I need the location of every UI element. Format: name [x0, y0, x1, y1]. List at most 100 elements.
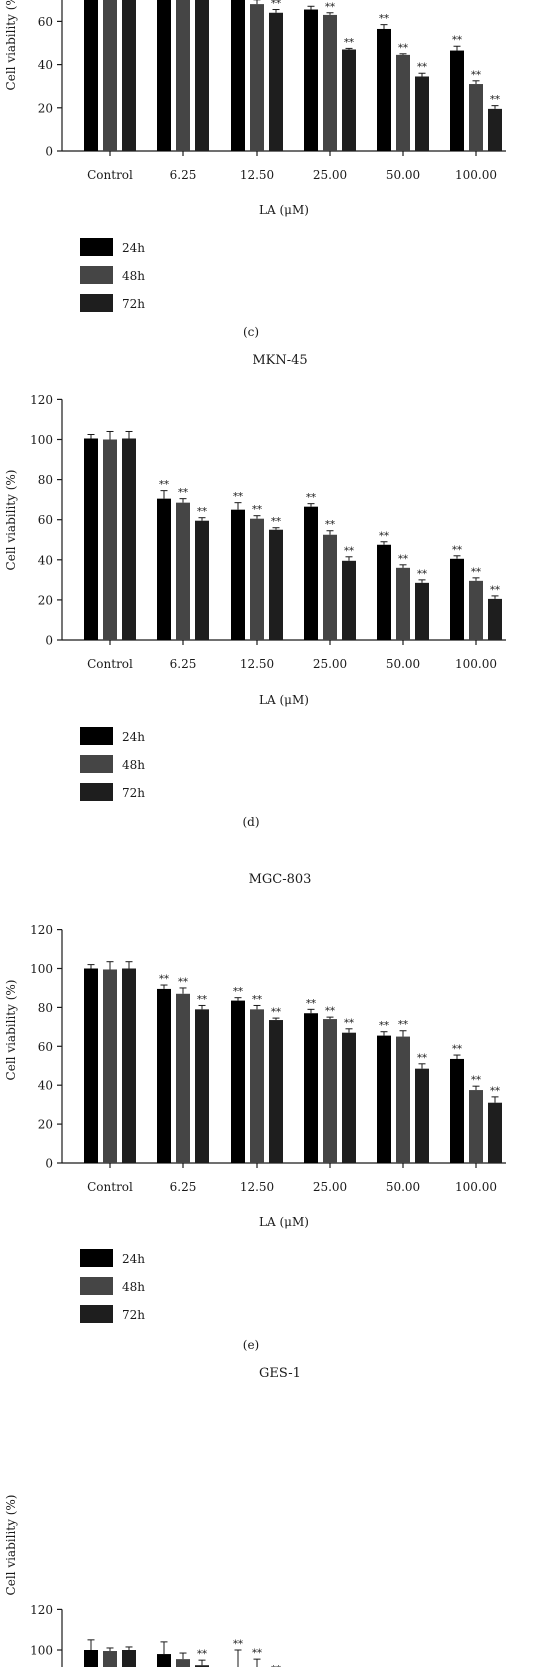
bar-24h-50.00	[377, 1035, 391, 1163]
panel-label: (e)	[243, 1338, 259, 1352]
y-tick-label: 40	[38, 1079, 53, 1093]
y-tick-label: 100	[30, 962, 53, 976]
bar-48h-12.50	[250, 4, 264, 152]
bar-48h-12.50	[250, 518, 264, 640]
y-tick-label: 100	[30, 433, 53, 447]
x-tick-label: 100.00	[455, 657, 497, 671]
bar-72h-100.00	[488, 108, 502, 151]
chart-panel-3: MGC-803 0 20 40 60 80 100 120 Cell viability (%)…	[4, 872, 506, 1352]
significance-mark: **	[344, 546, 354, 557]
significance-mark: **	[306, 493, 316, 504]
y-tick-label: 20	[38, 593, 53, 607]
x-tick-label: 50.00	[386, 657, 420, 671]
significance-mark: **	[417, 569, 427, 580]
bar-72h-50.00	[415, 582, 429, 640]
legend-label: 72h	[122, 786, 145, 800]
x-axis-label: LA (μM)	[259, 203, 309, 217]
bar-48h-Control	[103, 0, 117, 151]
x-tick-label: 12.50	[240, 1180, 274, 1194]
legend-swatch-72h	[80, 1305, 113, 1323]
bar-48h-50.00	[396, 1036, 410, 1163]
bar-24h-25.00	[304, 1013, 318, 1163]
bar-72h-6.25	[195, 1009, 209, 1163]
y-tick-label: 120	[30, 1603, 53, 1617]
significance-mark: **	[197, 507, 207, 518]
bar-48h-Control	[103, 969, 117, 1163]
bar-48h-Control	[103, 439, 117, 640]
significance-mark: **	[271, 0, 281, 10]
significance-mark: **	[471, 70, 481, 81]
legend-label: 24h	[122, 241, 145, 255]
bar-72h-50.00	[415, 76, 429, 151]
bar-48h-50.00	[396, 567, 410, 640]
x-tick-label: 6.25	[170, 168, 197, 182]
y-tick-label: 0	[45, 634, 53, 648]
y-tick-label: 120	[30, 393, 53, 407]
bar-24h-Control	[84, 438, 98, 640]
chart-title: GES-1	[259, 1366, 301, 1381]
legend-swatch-48h	[80, 755, 113, 773]
legend-swatch-72h	[80, 294, 113, 312]
bar-24h-100.00	[450, 50, 464, 152]
bar-24h-6.25	[157, 0, 171, 151]
y-tick-label: 0	[45, 1157, 53, 1171]
bar-24h-12.50	[231, 1000, 245, 1163]
bar-48h-100.00	[469, 580, 483, 640]
significance-mark: **	[233, 987, 243, 998]
significance-mark: **	[344, 1018, 354, 1029]
bar-24h-50.00	[377, 544, 391, 640]
legend-label: 24h	[122, 1252, 145, 1266]
x-tick-label: 25.00	[313, 168, 347, 182]
y-tick-label: 40	[38, 553, 53, 567]
y-tick-label: 0	[45, 145, 53, 159]
significance-mark: **	[178, 977, 188, 988]
x-tick-label: 6.25	[170, 657, 197, 671]
bar-48h-25.00	[323, 14, 337, 152]
x-tick-label: 12.50	[240, 168, 274, 182]
bar-48h-6.25	[176, 993, 190, 1163]
x-tick-label: Control	[87, 657, 133, 671]
significance-mark: **	[398, 1020, 408, 1031]
bar-72h-Control	[122, 1650, 136, 1667]
bar-72h-Control	[122, 438, 136, 640]
panel-label: (c)	[243, 325, 259, 339]
x-tick-label: Control	[87, 1180, 133, 1194]
bar-24h-25.00	[304, 9, 318, 151]
x-tick-label: 50.00	[386, 168, 420, 182]
chart-title: MKN-45	[252, 353, 307, 368]
chart-panel-2: MKN-45 0 20 40 60 80 100 120 Cell viability (%) C…	[4, 353, 506, 829]
bar-72h-50.00	[415, 1068, 429, 1163]
bar-72h-12.50	[269, 529, 283, 640]
significance-mark: **	[398, 43, 408, 54]
x-tick-label: 50.00	[386, 1180, 420, 1194]
significance-mark: **	[325, 2, 335, 13]
y-tick-label: 60	[38, 1040, 53, 1054]
legend: 24h 48h 72h	[80, 727, 145, 801]
bar-48h-6.25	[176, 502, 190, 640]
bar-48h-100.00	[469, 1090, 483, 1163]
y-axis-label: Cell viability (%)	[4, 980, 18, 1081]
significance-mark: **	[178, 488, 188, 499]
significance-mark: **	[325, 520, 335, 531]
significance-mark: **	[271, 1007, 281, 1018]
bar-24h-Control	[84, 1650, 98, 1667]
significance-mark: **	[379, 531, 389, 542]
bar-72h-25.00	[342, 1032, 356, 1163]
bar-24h-6.25	[157, 988, 171, 1163]
y-tick-label: 80	[38, 1001, 53, 1015]
bar-48h-25.00	[323, 534, 337, 640]
legend-swatch-48h	[80, 1277, 113, 1295]
bar-72h-12.50	[269, 12, 283, 152]
y-tick-label: 40	[38, 58, 53, 72]
x-axis-label: LA (μM)	[259, 1215, 309, 1229]
bar-24h-12.50	[231, 509, 245, 640]
significance-mark: **	[417, 1053, 427, 1064]
bar-72h-6.25	[195, 520, 209, 640]
y-tick-label: 80	[38, 473, 53, 487]
chart-panel-4: GES-1406080100120Cell viability (%)*****…	[4, 1366, 301, 1667]
x-tick-label: 25.00	[313, 657, 347, 671]
bar-72h-Control	[122, 0, 136, 151]
bar-72h-25.00	[342, 560, 356, 640]
legend-label: 72h	[122, 1308, 145, 1322]
